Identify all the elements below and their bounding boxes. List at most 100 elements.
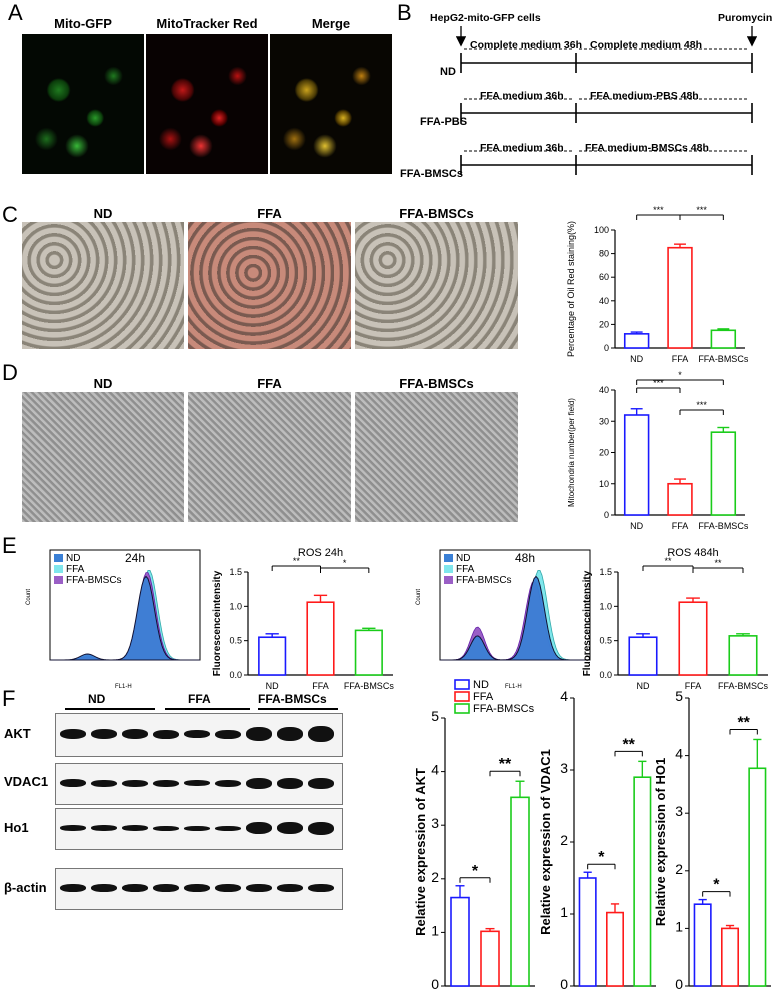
blot-band [246, 777, 272, 789]
y-axis-title: Percentage of Oil Red staining(%) [566, 221, 576, 357]
blot-band [277, 822, 303, 834]
row-ffapbs-right: FFA medium-PBS 48h [590, 90, 699, 102]
blot-band [308, 821, 334, 835]
bar-ffa [606, 911, 625, 987]
y-tick-label: 0 [604, 343, 609, 353]
x-tick-label: FFA-BMSCs [718, 681, 769, 691]
blot-band [153, 884, 179, 892]
y-tick-label: 5 [675, 688, 683, 704]
bar-nd [578, 877, 597, 987]
bar-ffa-bmscs [748, 767, 767, 987]
significance-label: *** [696, 400, 707, 410]
blot-band [184, 780, 210, 786]
legend-swatch-2 [454, 703, 470, 714]
y-tick-label: 20 [599, 448, 609, 458]
blot-band [122, 825, 148, 831]
y-tick-label: 1 [675, 918, 683, 934]
blot-label-vdac1: VDAC1 [4, 774, 49, 789]
y-axis-title: Relative expression of HO1 [655, 758, 668, 926]
panel-label-e: E [2, 533, 17, 558]
legend-swatch-1 [454, 691, 470, 702]
row-ffa-bmscs-label: FFA-BMSCs [400, 168, 463, 180]
row-nd-right: Complete medium 48h [590, 39, 703, 51]
panel-label-c: C [2, 202, 18, 227]
y-tick-label: 1.5 [599, 567, 612, 577]
significance-label: * [678, 370, 682, 380]
bar-ffa-bmscs [710, 431, 737, 516]
flow-legend-swatch-0 [54, 554, 63, 562]
c-header-nd: ND [93, 206, 113, 221]
y-tick-label: 80 [599, 249, 609, 259]
header-mitotracker: MitoTracker Red [156, 16, 258, 31]
row-nd-label: ND [440, 66, 456, 78]
oilred-bmscs-image [355, 222, 518, 349]
legend-swatch-0 [454, 679, 470, 690]
x-tick-label: FFA [672, 521, 689, 531]
blot-bar-ffa [165, 708, 250, 710]
bar-ffa-bmscs [510, 796, 530, 987]
row-ffabmsc-left: FFA medium 36h [480, 142, 564, 154]
significance-label: * [713, 877, 720, 894]
blot-band [246, 822, 272, 834]
significance-label: *** [653, 378, 664, 388]
blot-band [308, 777, 334, 789]
header-mito-gfp: Mito-GFP [54, 16, 112, 31]
legend-label-2: FFA-BMSCs [473, 703, 535, 715]
cells-label: HepG2-mito-GFP cells [430, 12, 541, 24]
d-header-ffa-bmscs: FFA-BMSCs [399, 376, 474, 391]
blot-band [215, 884, 241, 892]
d-header-ffa: FFA [257, 376, 282, 391]
flow-legend-swatch-2 [444, 576, 453, 584]
y-tick-label: 10 [599, 479, 609, 489]
y-tick-label: 4 [560, 688, 568, 704]
blot-label-akt: AKT [4, 726, 31, 741]
blot-group-ffa-bmscs: FFA-BMSCs [258, 692, 327, 706]
schematic-rows [460, 48, 753, 175]
oilred-ffa-image [188, 222, 351, 349]
row-ffapbs-left: FFA medium 36h [480, 90, 564, 102]
y-tick-label: 60 [599, 272, 609, 282]
significance-label: * [472, 863, 479, 880]
blot-band [91, 825, 117, 831]
blot-band [60, 825, 86, 831]
blot-band [91, 779, 117, 787]
row-nd-left: Complete medium 36h [470, 39, 583, 51]
y-tick-label: 1.0 [599, 601, 612, 611]
y-tick-label: 0.5 [229, 636, 242, 646]
flow-time-label: 24h [125, 551, 145, 565]
significance-label: ** [737, 714, 750, 731]
y-tick-label: 100 [594, 225, 609, 235]
flow-legend-label-1: FFA [66, 564, 85, 575]
puromycin-label: Puromycin [718, 12, 773, 24]
blot-band [246, 884, 272, 892]
blot-band [122, 779, 148, 787]
bar-ffa-bmscs [354, 629, 383, 676]
bar-ffa [667, 246, 693, 349]
flow-xlabel: FL1-H [115, 684, 132, 690]
flow-legend-label-1: FFA [456, 564, 475, 575]
flow-curve-nd [440, 575, 590, 661]
x-tick-label: FFA [672, 354, 689, 364]
bar-ffa [678, 601, 708, 676]
panel-label-b: B [397, 0, 412, 25]
mitotracker-image [146, 34, 268, 174]
x-tick-label: FFA-BMSCs [698, 521, 749, 531]
blot-band [308, 884, 334, 892]
y-tick-label: 30 [599, 416, 609, 426]
y-tick-label: 1 [431, 922, 439, 938]
legend-label-1: FFA [473, 691, 494, 703]
row-ffa-pbs-label: FFA-PBS [420, 116, 468, 128]
y-axis-title: Fluorescenceintensity [582, 570, 593, 676]
row-ffabmsc-right: FFA medium-BMSCs 48h [585, 142, 709, 154]
y-tick-label: 1.5 [229, 567, 242, 577]
flow-ylabel: Count [26, 589, 32, 605]
flow-legend-swatch-2 [54, 576, 63, 584]
blot-band [215, 729, 241, 739]
blot-band [153, 825, 179, 831]
blot-band [184, 730, 210, 738]
blot-group-ffa: FFA [188, 692, 211, 706]
